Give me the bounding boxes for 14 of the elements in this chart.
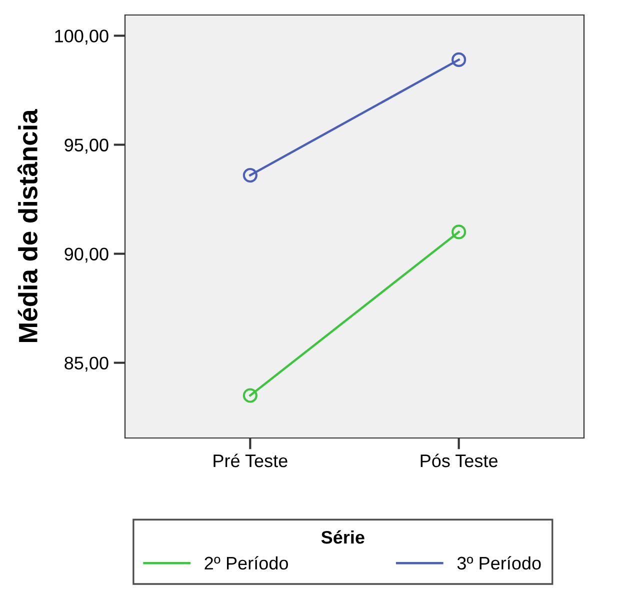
- point: [452, 224, 466, 240]
- x-tick-label: Pós Teste: [420, 454, 498, 468]
- legend-label: 2º Período: [204, 556, 288, 570]
- point: [242, 388, 258, 403]
- y-axis-title: Média de distância: [18, 109, 38, 342]
- y-tick-label: 90,00: [64, 248, 108, 263]
- y-tick-label: 95,00: [64, 138, 108, 154]
- y-tick-label: 85,00: [64, 356, 108, 372]
- y-tick-label: 100,00: [55, 30, 108, 45]
- legend-title: Série: [321, 530, 364, 544]
- point: [452, 52, 466, 67]
- point: [242, 168, 258, 183]
- legend-label: 3º Período: [457, 556, 541, 570]
- x-tick-label: Pré Teste: [214, 454, 288, 468]
